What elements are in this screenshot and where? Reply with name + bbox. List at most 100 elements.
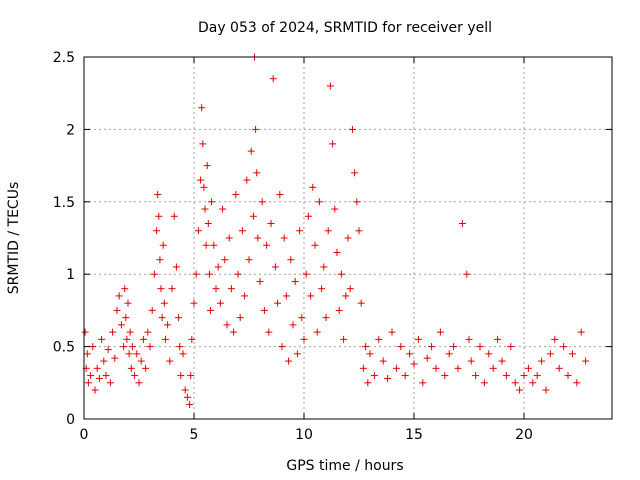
data-point [309,183,317,191]
data-point [179,350,187,358]
data-point [337,270,345,278]
data-point [533,372,541,380]
data-point [267,220,275,228]
data-point [83,350,91,358]
data-point [502,372,510,380]
data-point [230,328,238,336]
data-point [298,314,306,322]
data-point [113,306,121,314]
data-point [573,379,581,387]
data-point [203,162,211,170]
x-tick-label: 10 [295,427,313,443]
y-tick-label: 0 [66,412,75,428]
data-point [340,335,348,343]
data-point [91,386,99,394]
x-tick-label: 0 [80,427,89,443]
data-point [205,270,213,278]
data-point [346,285,354,293]
data-point [252,125,260,133]
data-point [324,227,332,235]
x-axis-ticks: 0 5 10 15 20 [80,57,533,443]
data-point [280,234,288,242]
data-point [582,357,590,365]
data-point [247,147,255,155]
data-point [87,372,95,380]
data-point [188,335,196,343]
data-point [516,386,524,394]
data-point [102,372,110,380]
data-point [269,75,277,83]
data-point [485,350,493,358]
y-tick-label: 1.5 [53,195,75,211]
data-point [104,345,112,353]
data-point [296,227,304,235]
data-point [219,205,227,213]
data-point [282,292,290,300]
y-tick-label: 2 [66,122,75,138]
data-point [423,354,431,362]
data-point [214,263,222,271]
data-point [238,227,246,235]
data-point [472,372,480,380]
data-point [555,364,563,372]
data-point [249,212,257,220]
data-point [144,328,152,336]
data-point [154,191,162,199]
data-point [289,321,297,329]
data-point [232,191,240,199]
data-point [278,343,286,351]
data-point [199,140,207,148]
data-point [315,198,323,206]
data-point [311,241,319,249]
data-point [335,306,343,314]
data-point [304,212,312,220]
data-points [81,53,590,409]
data-point [318,285,326,293]
data-point [441,372,449,380]
data-point [245,256,253,264]
data-point [117,321,125,329]
data-point [546,350,554,358]
data-point [122,314,130,322]
data-point [208,198,216,206]
data-point [161,335,169,343]
data-point [135,379,143,387]
data-point [353,198,361,206]
data-point [172,263,180,271]
data-point [186,401,194,409]
data-point [329,140,337,148]
data-point [375,335,383,343]
data-point [223,321,231,329]
data-point [123,335,131,343]
data-point [198,104,206,112]
data-point [529,379,537,387]
data-point [139,335,147,343]
data-point [406,350,414,358]
data-point [397,343,405,351]
data-point [524,364,532,372]
data-point [159,241,167,249]
data-point [355,227,363,235]
data-point [126,328,134,336]
data-point [190,299,198,307]
data-point [100,357,108,365]
data-point [168,285,176,293]
data-point [577,328,585,336]
data-point [81,328,89,336]
data-point [476,343,484,351]
data-point [285,357,293,365]
data-point [146,343,154,351]
data-point [344,234,352,242]
data-point [202,241,210,249]
data-point [276,191,284,199]
data-point [153,227,161,235]
data-point [89,343,97,351]
data-point [498,357,506,365]
data-point [454,364,462,372]
data-point [158,314,166,322]
y-axis-label: SRMTID / TECUs [6,182,22,295]
data-point [392,364,400,372]
data-point [127,364,135,372]
data-point [450,343,458,351]
data-point [131,372,139,380]
